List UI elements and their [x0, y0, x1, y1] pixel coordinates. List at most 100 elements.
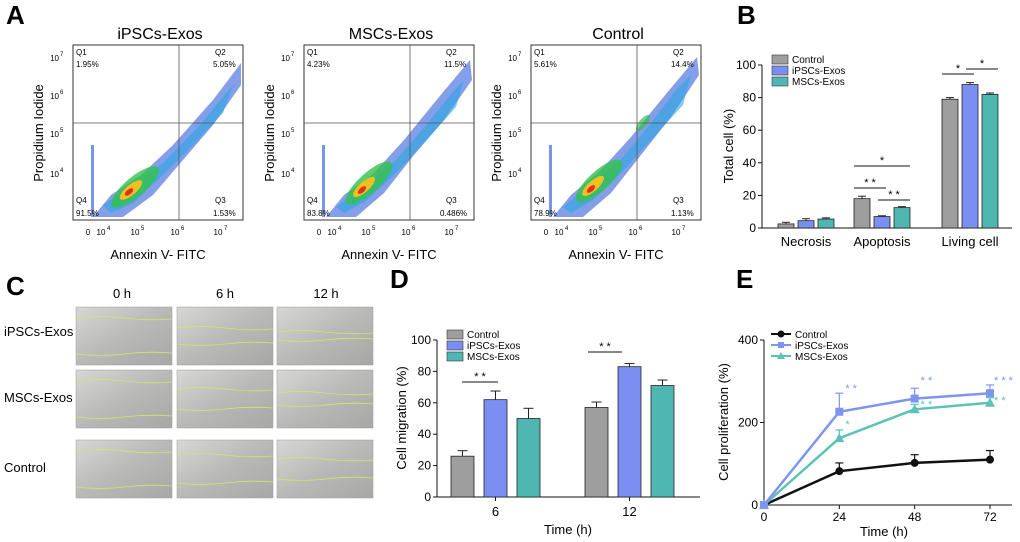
flow-q2-value: 11.5%	[444, 60, 466, 69]
flow-density	[91, 63, 241, 217]
flow-ytick-exp: 7	[518, 52, 522, 58]
wound-edge-line	[276, 476, 374, 481]
wound-edge-line	[276, 337, 374, 342]
series-line	[763, 401, 991, 506]
flow-xlabel: Annexin V- FITC	[341, 247, 436, 262]
data-point	[986, 455, 994, 464]
flow-xtick: 10	[445, 228, 454, 237]
flow-xtick: 10	[589, 228, 598, 237]
bar	[981, 93, 999, 229]
flow-ytick-exp: 4	[518, 168, 522, 174]
legend-swatch	[446, 329, 464, 340]
wound-photo	[75, 306, 173, 366]
y-tick-label: 40	[418, 427, 432, 441]
flow-density	[322, 60, 472, 217]
flow-xtick-exp: 4	[107, 226, 111, 232]
y-tick-label: 0	[424, 490, 431, 504]
flow-xtick-exp: 7	[224, 226, 228, 232]
flow-ytick-exp: 5	[60, 128, 64, 134]
flow-frame	[72, 44, 244, 221]
x-tick-label: 24	[833, 510, 847, 524]
flow-q4: Q4	[307, 196, 318, 205]
y-axis-label: Total cell (%)	[721, 109, 736, 183]
wound-edge-line	[176, 406, 274, 411]
wound-row-label: Control	[4, 460, 46, 475]
x-tick-label: 6	[492, 504, 499, 519]
flow-q3-value: 1.13%	[671, 209, 694, 218]
series-line	[763, 391, 991, 506]
significance-label: * *	[921, 375, 933, 387]
y-axis-label: Cell proliferation (%)	[716, 363, 731, 481]
y-tick-label: 400	[738, 333, 758, 347]
flow-q2: Q2	[673, 48, 684, 57]
flow-q4: Q4	[534, 196, 545, 205]
y-tick-label: 60	[418, 396, 432, 410]
flow-xtick: 10	[214, 228, 223, 237]
legend-label: MSCs-Exos	[795, 352, 848, 363]
flow-ytick-exp: 7	[60, 52, 64, 58]
y-tick-label: 60	[743, 123, 757, 137]
flow-xtick: 10	[362, 228, 371, 237]
legend-label: MSCs-Exos	[792, 77, 845, 88]
y-tick-label: 0	[751, 498, 758, 512]
legend-swatch	[771, 76, 789, 87]
wound-row-label: iPSCs-Exos	[4, 324, 74, 339]
wound-edge-line	[176, 341, 274, 346]
legend-swatch	[446, 351, 464, 362]
flow-xtick-exp: 5	[141, 226, 145, 232]
flow-ytick: 10	[50, 170, 59, 179]
flow-ytick: 10	[281, 54, 290, 63]
flow-ytick: 10	[508, 54, 517, 63]
flow-xtick: 10	[328, 228, 337, 237]
flow-xtick-exp: 4	[565, 226, 569, 232]
flow-plot-ipscs: iPSCs-Exos Q1 1.95% Q2 5.05% Q3 1.53% Q4…	[72, 26, 244, 221]
flow-ytick-exp: 7	[291, 52, 295, 58]
wound-edge-line	[75, 379, 173, 384]
bar	[777, 223, 795, 229]
significance-label: * *	[888, 189, 900, 201]
data-point	[909, 404, 920, 414]
flow-ytick-exp: 5	[291, 128, 295, 134]
y-tick-label: 100	[736, 58, 756, 72]
wound-col-label: 12 h	[313, 286, 338, 301]
flow-ytick-exp: 4	[291, 168, 295, 174]
significance-label: *	[980, 58, 985, 70]
bar	[797, 220, 815, 229]
legend-marker	[777, 330, 785, 338]
legend-marker	[777, 352, 785, 359]
flow-title: iPSCs-Exos	[117, 26, 202, 43]
flow-xtick: 10	[171, 228, 180, 237]
flow-ytick: 10	[50, 54, 59, 63]
x-tick-label: 48	[908, 510, 922, 524]
flow-xtick-exp: 7	[455, 226, 459, 232]
wound-photo	[75, 369, 173, 429]
significance-label: *	[845, 419, 850, 431]
flow-ytick: 10	[508, 92, 517, 101]
wound-edge-line	[75, 484, 173, 489]
data-point	[834, 433, 845, 443]
significance-label: * *	[921, 399, 933, 411]
significance-label: * *	[474, 371, 486, 383]
legend-label: iPSCs-Exos	[467, 341, 520, 352]
flow-frame	[530, 44, 702, 221]
flow-xtick: 10	[629, 228, 638, 237]
flow-xtick-exp: 4	[338, 226, 342, 232]
data-point	[910, 394, 919, 403]
panel-label-b: B	[737, 0, 756, 30]
data-point	[985, 397, 995, 407]
flow-ytick-exp: 6	[60, 90, 64, 96]
flow-ytick: 10	[281, 170, 290, 179]
flow-q2-value: 5.05%	[213, 60, 236, 69]
flow-q4: Q4	[76, 196, 87, 205]
flow-xtick-exp: 7	[682, 226, 686, 232]
flow-xtick-exp: 5	[599, 226, 603, 232]
significance-label: * *	[599, 341, 611, 353]
flow-q2-value: 14.4%	[671, 60, 694, 69]
legend-label: Control	[792, 55, 824, 66]
wound-edge-line	[75, 351, 173, 356]
wound-col-label: 0 h	[113, 286, 131, 301]
significance-label: *	[880, 155, 885, 167]
chart-b: 0 20 40 60 80 100 Total cell (%) Necrosis Apopto…	[721, 54, 1012, 249]
